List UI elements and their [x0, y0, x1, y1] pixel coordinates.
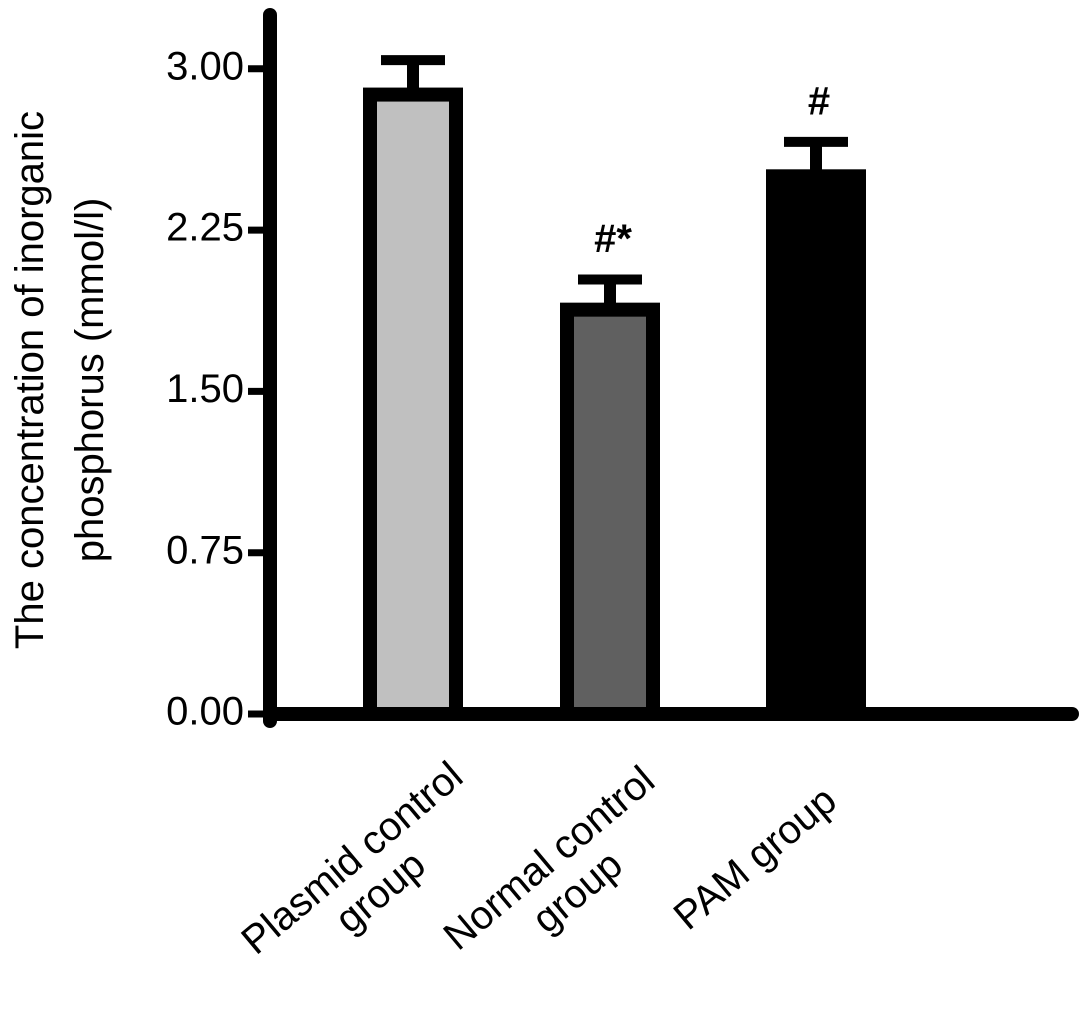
y-axis-label: The concentration of inorganic phosphoru…	[8, 110, 112, 650]
bar	[766, 169, 866, 722]
significance-label: #	[808, 79, 830, 123]
bar	[560, 302, 660, 721]
significance-label: #*	[594, 217, 632, 261]
bar	[363, 87, 463, 721]
y-tick-label: 0.75	[166, 528, 244, 572]
y-tick-label: 0.00	[166, 690, 244, 734]
y-tick-label: 1.50	[166, 367, 244, 411]
y-tick-label: 3.00	[166, 44, 244, 88]
y-tick-label: 2.25	[166, 206, 244, 250]
